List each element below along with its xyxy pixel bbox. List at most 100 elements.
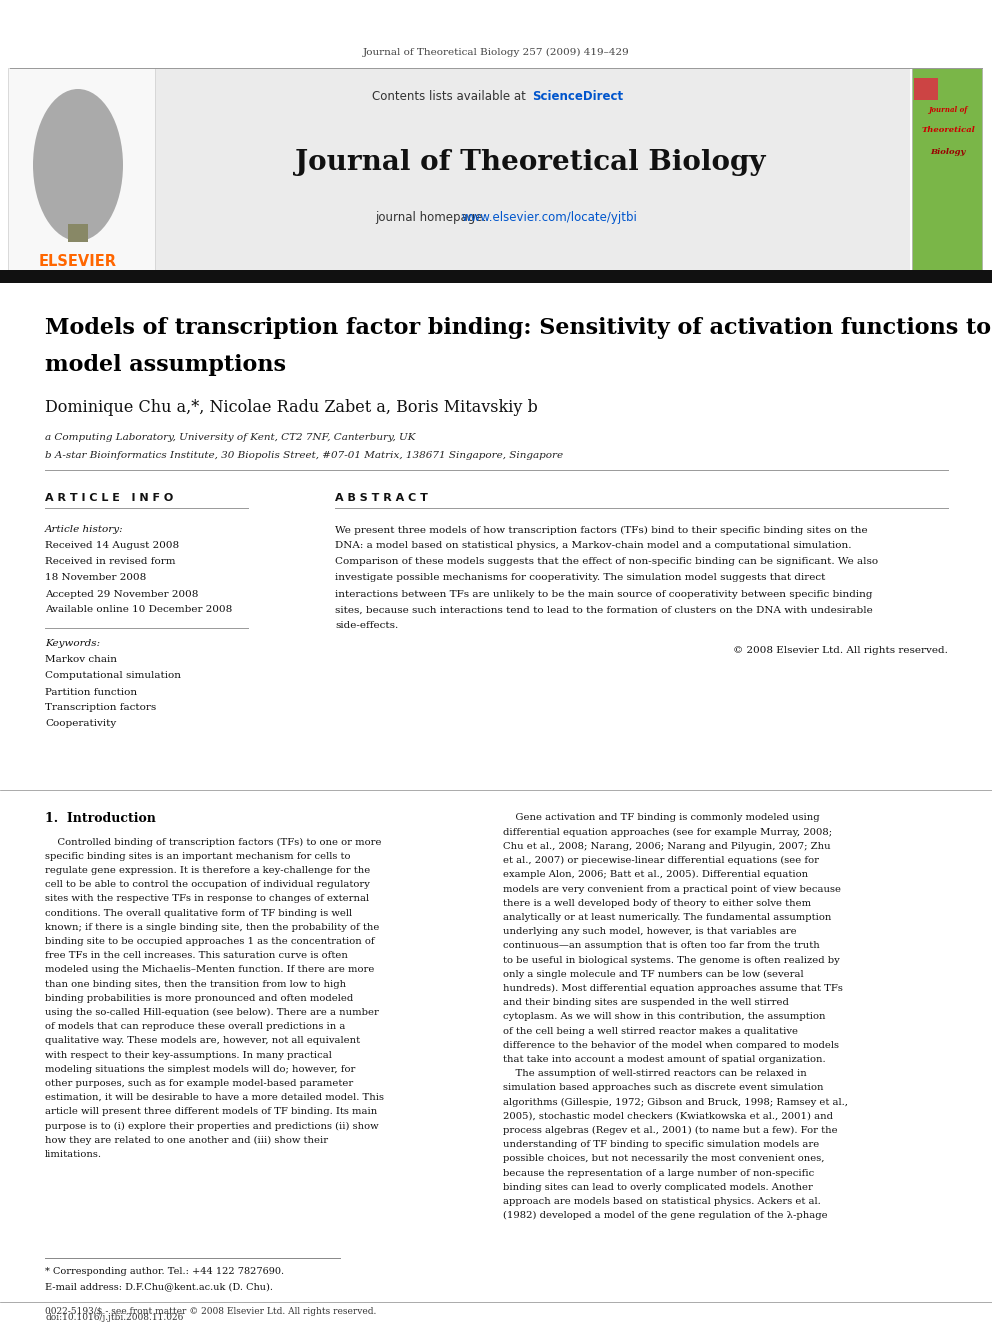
Text: free TFs in the cell increases. This saturation curve is often: free TFs in the cell increases. This sat…	[45, 951, 348, 960]
Text: continuous—an assumption that is often too far from the truth: continuous—an assumption that is often t…	[503, 941, 819, 950]
Text: process algebras (Regev et al., 2001) (to name but a few). For the: process algebras (Regev et al., 2001) (t…	[503, 1126, 837, 1135]
Text: specific binding sites is an important mechanism for cells to: specific binding sites is an important m…	[45, 852, 350, 861]
Text: Received in revised form: Received in revised form	[45, 557, 176, 566]
Text: binding site to be occupied approaches 1 as the concentration of: binding site to be occupied approaches 1…	[45, 937, 375, 946]
Text: journal homepage:: journal homepage:	[375, 212, 490, 225]
Text: differential equation approaches (see for example Murray, 2008;: differential equation approaches (see fo…	[503, 828, 832, 836]
Text: using the so-called Hill-equation (see below). There are a number: using the so-called Hill-equation (see b…	[45, 1008, 379, 1017]
Bar	[0, 270, 992, 283]
Bar	[912, 67, 982, 273]
Text: binding probabilities is more pronounced and often modeled: binding probabilities is more pronounced…	[45, 994, 353, 1003]
Text: ScienceDirect: ScienceDirect	[532, 90, 623, 103]
Text: doi:10.1016/j.jtbi.2008.11.026: doi:10.1016/j.jtbi.2008.11.026	[45, 1314, 184, 1323]
Text: * Corresponding author. Tel.: +44 122 7827690.: * Corresponding author. Tel.: +44 122 78…	[45, 1267, 284, 1277]
Text: analytically or at least numerically. The fundamental assumption: analytically or at least numerically. Th…	[503, 913, 831, 922]
Text: difference to the behavior of the model when compared to models: difference to the behavior of the model …	[503, 1041, 839, 1049]
Text: sites, because such interactions tend to lead to the formation of clusters on th: sites, because such interactions tend to…	[335, 606, 873, 614]
Text: binding sites can lead to overly complicated models. Another: binding sites can lead to overly complic…	[503, 1183, 812, 1192]
Text: known; if there is a single binding site, then the probability of the: known; if there is a single binding site…	[45, 922, 379, 931]
Text: algorithms (Gillespie, 1972; Gibson and Bruck, 1998; Ramsey et al.,: algorithms (Gillespie, 1972; Gibson and …	[503, 1098, 848, 1106]
Text: qualitative way. These models are, however, not all equivalent: qualitative way. These models are, howev…	[45, 1036, 360, 1045]
Bar	[8, 67, 155, 273]
Text: conditions. The overall qualitative form of TF binding is well: conditions. The overall qualitative form…	[45, 909, 352, 917]
Text: Received 14 August 2008: Received 14 August 2008	[45, 541, 180, 550]
Text: and their binding sites are suspended in the well stirred: and their binding sites are suspended in…	[503, 998, 789, 1007]
Text: 2005), stochastic model checkers (Kwiatkowska et al., 2001) and: 2005), stochastic model checkers (Kwiatk…	[503, 1111, 833, 1121]
Text: Comparison of these models suggests that the effect of non-specific binding can : Comparison of these models suggests that…	[335, 557, 878, 566]
Text: other purposes, such as for example model-based parameter: other purposes, such as for example mode…	[45, 1078, 353, 1088]
Text: www.elsevier.com/locate/yjtbi: www.elsevier.com/locate/yjtbi	[462, 212, 638, 225]
Text: to be useful in biological systems. The genome is often realized by: to be useful in biological systems. The …	[503, 955, 840, 964]
Text: underlying any such model, however, is that variables are: underlying any such model, however, is t…	[503, 927, 797, 937]
Text: only a single molecule and TF numbers can be low (several: only a single molecule and TF numbers ca…	[503, 970, 804, 979]
Text: sites with the respective TFs in response to changes of external: sites with the respective TFs in respons…	[45, 894, 369, 904]
Bar	[68, 224, 88, 242]
Text: Markov chain: Markov chain	[45, 655, 117, 664]
Text: model assumptions: model assumptions	[45, 355, 286, 376]
Text: et al., 2007) or piecewise-linear differential equations (see for: et al., 2007) or piecewise-linear differ…	[503, 856, 819, 865]
Text: Biology: Biology	[930, 148, 965, 156]
Text: E-mail address: D.F.Chu@kent.ac.uk (D. Chu).: E-mail address: D.F.Chu@kent.ac.uk (D. C…	[45, 1282, 273, 1291]
Text: DNA: a model based on statistical physics, a Markov-chain model and a computatio: DNA: a model based on statistical physic…	[335, 541, 851, 550]
Text: A B S T R A C T: A B S T R A C T	[335, 493, 428, 503]
Text: limitations.: limitations.	[45, 1150, 102, 1159]
Text: models are very convenient from a practical point of view because: models are very convenient from a practi…	[503, 885, 841, 893]
Text: estimation, it will be desirable to have a more detailed model. This: estimation, it will be desirable to have…	[45, 1093, 384, 1102]
Text: Journal of: Journal of	[929, 106, 967, 114]
Text: Controlled binding of transcription factors (TFs) to one or more: Controlled binding of transcription fact…	[45, 837, 382, 847]
Ellipse shape	[33, 89, 123, 241]
Text: of models that can reproduce these overall predictions in a: of models that can reproduce these overa…	[45, 1023, 345, 1031]
Text: Available online 10 December 2008: Available online 10 December 2008	[45, 606, 232, 614]
Text: of the cell being a well stirred reactor makes a qualitative: of the cell being a well stirred reactor…	[503, 1027, 798, 1036]
Text: modeled using the Michaelis–Menten function. If there are more: modeled using the Michaelis–Menten funct…	[45, 966, 374, 974]
Text: Dominique Chu a,*, Nicolae Radu Zabet a, Boris Mitavskiy b: Dominique Chu a,*, Nicolae Radu Zabet a,…	[45, 398, 538, 415]
Text: 18 November 2008: 18 November 2008	[45, 573, 146, 582]
Text: (1982) developed a model of the gene regulation of the λ-phage: (1982) developed a model of the gene reg…	[503, 1211, 827, 1220]
Text: b A-star Bioinformatics Institute, 30 Biopolis Street, #07-01 Matrix, 138671 Sin: b A-star Bioinformatics Institute, 30 Bi…	[45, 451, 563, 459]
Text: Contents lists available at: Contents lists available at	[372, 90, 530, 103]
Text: article will present three different models of TF binding. Its main: article will present three different mod…	[45, 1107, 377, 1117]
Text: cell to be able to control the occupation of individual regulatory: cell to be able to control the occupatio…	[45, 880, 370, 889]
Text: Article history:: Article history:	[45, 525, 124, 534]
Bar	[155, 67, 910, 273]
Text: Accepted 29 November 2008: Accepted 29 November 2008	[45, 590, 198, 598]
Text: hundreds). Most differential equation approaches assume that TFs: hundreds). Most differential equation ap…	[503, 984, 843, 994]
Text: regulate gene expression. It is therefore a key-challenge for the: regulate gene expression. It is therefor…	[45, 865, 370, 875]
Text: Transcription factors: Transcription factors	[45, 704, 157, 713]
Text: 0022-5193/$ - see front matter © 2008 Elsevier Ltd. All rights reserved.: 0022-5193/$ - see front matter © 2008 El…	[45, 1307, 376, 1315]
Text: Cooperativity: Cooperativity	[45, 720, 116, 729]
Text: Computational simulation: Computational simulation	[45, 672, 181, 680]
Text: how they are related to one another and (iii) show their: how they are related to one another and …	[45, 1135, 328, 1144]
Text: example Alon, 2006; Batt et al., 2005). Differential equation: example Alon, 2006; Batt et al., 2005). …	[503, 871, 808, 880]
Text: Journal of Theoretical Biology: Journal of Theoretical Biology	[295, 149, 765, 176]
Text: a Computing Laboratory, University of Kent, CT2 7NF, Canterbury, UK: a Computing Laboratory, University of Ke…	[45, 434, 416, 442]
Text: simulation based approaches such as discrete event simulation: simulation based approaches such as disc…	[503, 1084, 823, 1093]
Text: that take into account a modest amount of spatial organization.: that take into account a modest amount o…	[503, 1054, 825, 1064]
Text: with respect to their key-assumptions. In many practical: with respect to their key-assumptions. I…	[45, 1050, 332, 1060]
Text: side-effects.: side-effects.	[335, 622, 398, 631]
Bar	[914, 78, 938, 101]
Text: there is a well developed body of theory to either solve them: there is a well developed body of theory…	[503, 898, 811, 908]
Text: Keywords:: Keywords:	[45, 639, 100, 648]
Text: 1.  Introduction: 1. Introduction	[45, 811, 156, 824]
Text: approach are models based on statistical physics. Ackers et al.: approach are models based on statistical…	[503, 1197, 820, 1205]
Text: because the representation of a large number of non-specific: because the representation of a large nu…	[503, 1168, 814, 1177]
Text: Gene activation and TF binding is commonly modeled using: Gene activation and TF binding is common…	[503, 814, 819, 823]
Text: © 2008 Elsevier Ltd. All rights reserved.: © 2008 Elsevier Ltd. All rights reserved…	[733, 646, 948, 655]
Text: Chu et al., 2008; Narang, 2006; Narang and Pilyugin, 2007; Zhu: Chu et al., 2008; Narang, 2006; Narang a…	[503, 841, 830, 851]
Text: Journal of Theoretical Biology 257 (2009) 419–429: Journal of Theoretical Biology 257 (2009…	[363, 48, 629, 57]
Text: interactions between TFs are unlikely to be the main source of cooperativity bet: interactions between TFs are unlikely to…	[335, 590, 873, 598]
Text: A R T I C L E   I N F O: A R T I C L E I N F O	[45, 493, 174, 503]
Text: understanding of TF binding to specific simulation models are: understanding of TF binding to specific …	[503, 1140, 819, 1150]
Text: We present three models of how transcription factors (TFs) bind to their specifi: We present three models of how transcrip…	[335, 525, 868, 534]
Text: The assumption of well-stirred reactors can be relaxed in: The assumption of well-stirred reactors …	[503, 1069, 806, 1078]
Text: possible choices, but not necessarily the most convenient ones,: possible choices, but not necessarily th…	[503, 1154, 824, 1163]
Text: Partition function: Partition function	[45, 688, 137, 696]
Text: cytoplasm. As we will show in this contribution, the assumption: cytoplasm. As we will show in this contr…	[503, 1012, 825, 1021]
Text: Models of transcription factor binding: Sensitivity of activation functions to: Models of transcription factor binding: …	[45, 318, 991, 339]
Text: Theoretical: Theoretical	[922, 126, 975, 134]
Text: modeling situations the simplest models will do; however, for: modeling situations the simplest models …	[45, 1065, 355, 1074]
Text: than one binding sites, then the transition from low to high: than one binding sites, then the transit…	[45, 979, 346, 988]
Text: purpose is to (i) explore their properties and predictions (ii) show: purpose is to (i) explore their properti…	[45, 1122, 379, 1131]
Text: ELSEVIER: ELSEVIER	[39, 254, 117, 270]
